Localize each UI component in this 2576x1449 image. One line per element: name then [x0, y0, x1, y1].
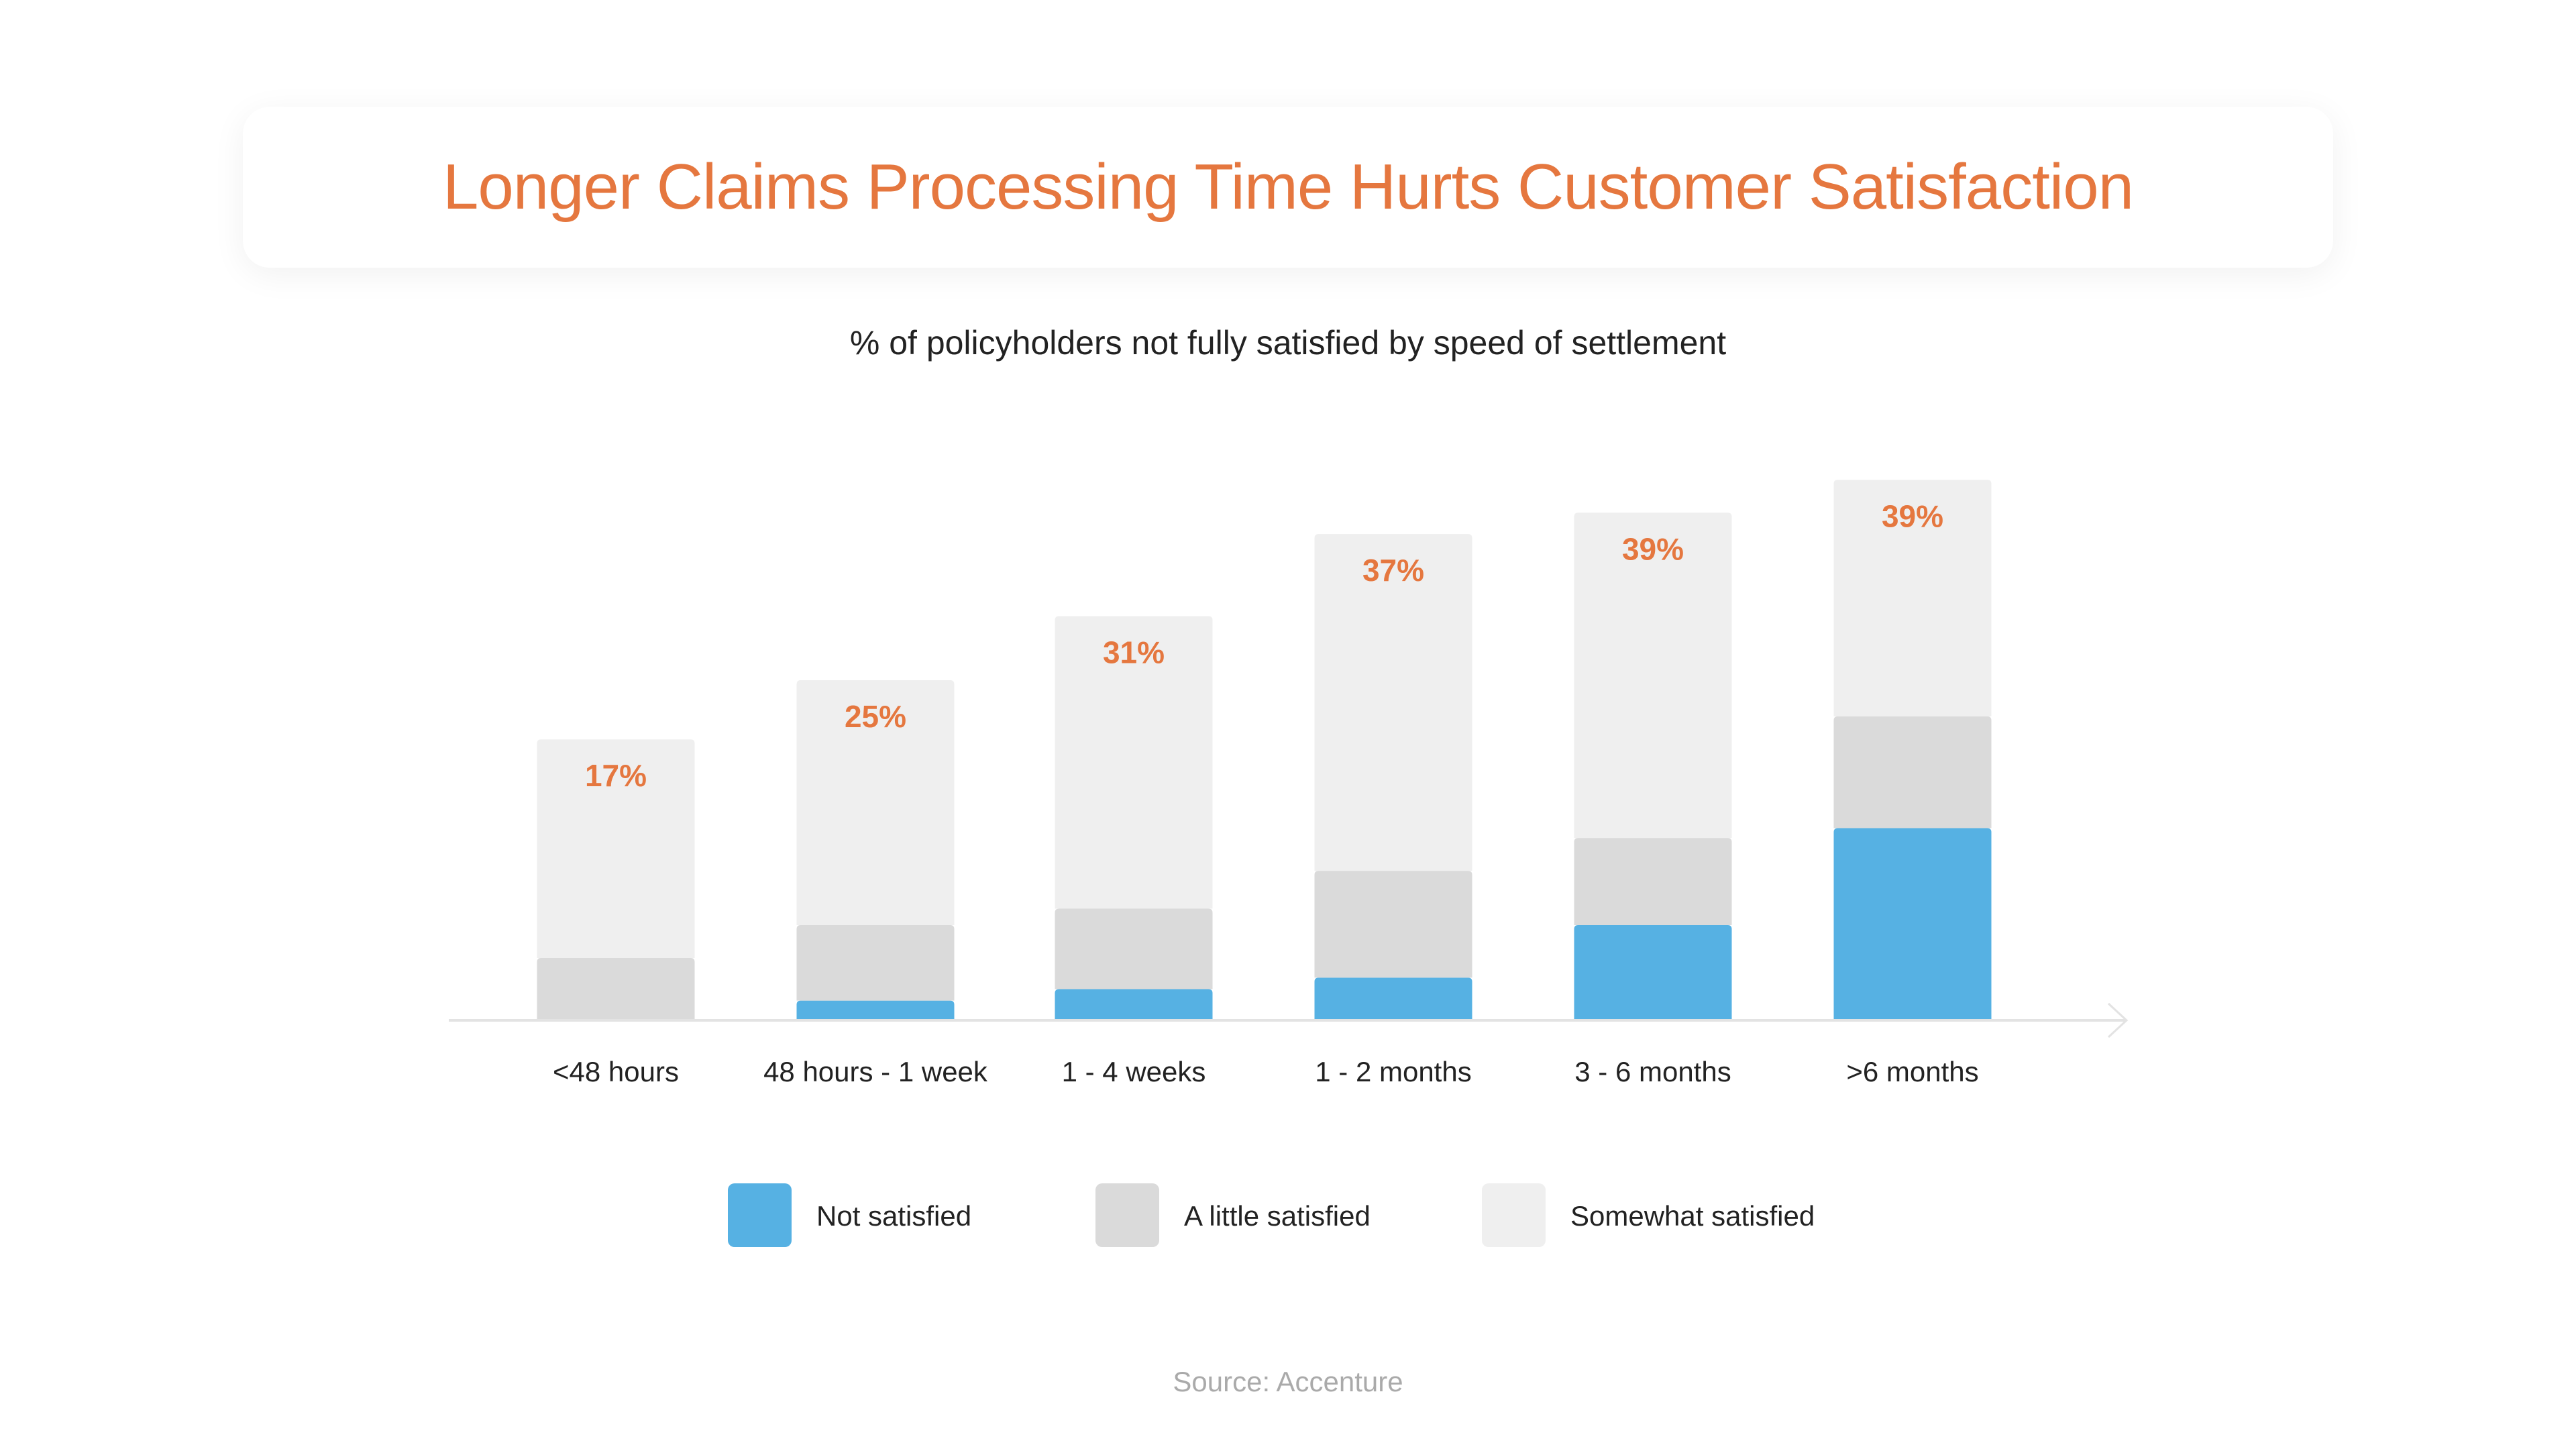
- x-tick-label: 1 - 2 months: [1315, 1056, 1471, 1087]
- bar-segment-somewhat-satisfied: [1833, 480, 1992, 716]
- bar-segment-a-little-satisfied: [1314, 871, 1472, 978]
- bar-segment-not-satisfied: [1574, 924, 1732, 1020]
- legend-label: A little satisfied: [1184, 1200, 1371, 1232]
- bar-segment-somewhat-satisfied: [1314, 534, 1472, 871]
- axis-arrow-icon: [2107, 1002, 2129, 1038]
- bar-segment-not-satisfied: [1314, 977, 1472, 1020]
- x-tick-label: >6 months: [1846, 1056, 1978, 1087]
- x-tick-label: 3 - 6 months: [1574, 1056, 1731, 1087]
- bar-segment-somewhat-satisfied: [537, 739, 695, 958]
- x-tick-label: 48 hours - 1 week: [763, 1056, 988, 1087]
- data-label: 25%: [845, 699, 906, 734]
- bar-segment-not-satisfied: [1055, 989, 1213, 1020]
- bar-segment-a-little-satisfied: [1055, 908, 1213, 989]
- title-card: Longer Claims Processing Time Hurts Cust…: [243, 107, 2333, 268]
- bar-segment-not-satisfied: [1833, 828, 1992, 1020]
- legend-swatch: [1095, 1183, 1159, 1247]
- bar-segment-not-satisfied: [796, 1000, 955, 1020]
- bar-segment-somewhat-satisfied: [796, 680, 955, 925]
- legend-swatch: [1482, 1183, 1546, 1247]
- chart-subtitle: % of policyholders not fully satisfied b…: [849, 324, 1727, 362]
- bar-segment-somewhat-satisfied: [1055, 616, 1213, 909]
- data-label: 17%: [585, 758, 647, 793]
- bar-segment-somewhat-satisfied: [1574, 513, 1732, 839]
- data-label: 37%: [1362, 553, 1424, 588]
- legend-label: Not satisfied: [816, 1200, 971, 1232]
- x-tick-label: 1 - 4 weeks: [1062, 1056, 1206, 1087]
- bar-segment-a-little-satisfied: [796, 924, 955, 1001]
- bar-segment-a-little-satisfied: [537, 957, 695, 1020]
- legend-swatch: [728, 1183, 792, 1247]
- x-tick-label: <48 hours: [553, 1056, 679, 1087]
- chart-title: Longer Claims Processing Time Hurts Cust…: [443, 151, 2134, 223]
- data-label: 31%: [1103, 635, 1165, 670]
- bar-segment-a-little-satisfied: [1574, 838, 1732, 925]
- bar-segment-a-little-satisfied: [1833, 716, 1992, 828]
- legend-label: Somewhat satisfied: [1570, 1200, 1815, 1232]
- data-label: 39%: [1882, 498, 1943, 533]
- source-note: Source: Accenture: [1173, 1366, 1403, 1397]
- data-label: 39%: [1622, 531, 1684, 566]
